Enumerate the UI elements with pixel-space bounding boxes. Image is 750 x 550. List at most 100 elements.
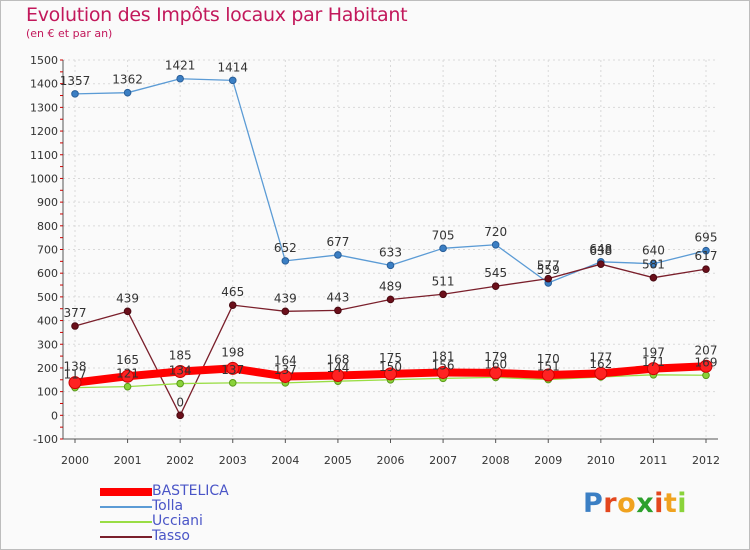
logo-letter: r: [603, 488, 618, 519]
data-point-tolla: [228, 76, 237, 85]
data-point-tasso: [281, 307, 290, 316]
x-tick-label: 2002: [166, 454, 194, 467]
y-tick-label: 700: [37, 244, 58, 257]
legend-label: Ucciani: [152, 513, 203, 529]
x-tick-label: 2006: [377, 454, 405, 467]
data-label-tolla: 1362: [112, 73, 143, 87]
y-tick-label: 0: [51, 409, 58, 422]
x-tick-label: 2005: [324, 454, 352, 467]
legend-swatch: [100, 506, 152, 508]
legend-label: BASTELICA: [152, 483, 229, 499]
x-tick-label: 2001: [114, 454, 142, 467]
data-label-tolla: 648: [589, 242, 612, 256]
y-tick-label: 1100: [30, 149, 58, 162]
data-point-tasso: [176, 411, 184, 420]
data-label-tolla: 1357: [60, 74, 91, 88]
data-point-tasso: [544, 274, 553, 283]
data-point-bastelica: [226, 361, 240, 375]
x-tick-label: 2004: [271, 454, 299, 467]
data-label-bastelica: 168: [326, 353, 349, 367]
data-point-tasso: [228, 301, 237, 309]
data-label-bastelica: 198: [221, 345, 244, 359]
x-tick-label: 2011: [639, 454, 667, 467]
data-point-bastelica: [68, 376, 82, 390]
data-label-tolla: 633: [379, 245, 402, 259]
data-point-tolla: [491, 240, 500, 249]
data-label-ucciani: 134: [169, 364, 192, 378]
data-label-tasso: 638: [589, 244, 612, 258]
data-label-tasso: 0: [176, 395, 184, 409]
y-tick-label: 300: [37, 338, 58, 351]
data-label-tasso: 581: [642, 258, 665, 272]
legend-swatch: [100, 536, 152, 538]
data-label-bastelica: 207: [695, 343, 718, 357]
y-tick-label: 1000: [30, 172, 58, 185]
y-tick-label: 600: [37, 267, 58, 280]
legend-swatch: [100, 521, 152, 523]
data-label-tolla: 705: [432, 228, 455, 242]
y-tick-label: 400: [37, 315, 58, 328]
data-point-ucciani: [123, 382, 132, 391]
data-point-bastelica: [278, 369, 292, 383]
data-point-bastelica: [173, 364, 187, 378]
x-tick-label: 2010: [587, 454, 615, 467]
data-point-tasso: [439, 290, 447, 299]
data-point-tolla: [281, 257, 290, 265]
data-point-tolla: [71, 90, 79, 98]
data-label-tasso: 443: [326, 290, 349, 304]
data-point-tasso: [491, 282, 500, 291]
y-tick-label: 1300: [30, 101, 58, 114]
data-label-ucciani: 169: [695, 355, 718, 369]
data-point-bastelica: [436, 365, 450, 379]
data-point-tolla: [334, 251, 342, 259]
data-point-bastelica: [646, 362, 660, 376]
data-label-bastelica: 138: [64, 360, 87, 374]
data-label-ucciani: 121: [116, 367, 139, 381]
logo-letter: P: [583, 488, 604, 519]
data-label-tolla: 720: [484, 225, 507, 239]
y-tick-label: 900: [37, 196, 58, 209]
data-label-ucciani: 137: [274, 363, 297, 377]
data-label-ucciani: 150: [379, 360, 402, 374]
data-label-ucciani: 151: [537, 360, 560, 374]
x-tick-label: 2003: [219, 454, 247, 467]
data-point-tolla: [123, 88, 132, 97]
logo-letter: x: [636, 488, 655, 519]
y-tick-label: 200: [37, 362, 58, 375]
data-point-bastelica: [331, 369, 345, 383]
data-point-ucciani: [702, 371, 710, 380]
data-label-tolla: 695: [695, 231, 718, 245]
y-tick-label: 800: [37, 220, 58, 233]
data-point-tolla: [439, 244, 447, 253]
legend-label: Tolla: [152, 498, 184, 514]
y-tick-label: 100: [37, 386, 58, 399]
legend-swatch: [100, 488, 152, 496]
logo-letter: t: [663, 488, 678, 519]
data-point-tasso: [597, 260, 605, 268]
data-point-tasso: [334, 306, 342, 315]
x-tick-label: 2009: [534, 454, 562, 467]
y-tick-label: 500: [37, 291, 58, 304]
data-label-ucciani: 137: [221, 363, 244, 377]
x-tick-label: 2008: [482, 454, 510, 467]
data-label-tasso: 489: [379, 279, 402, 293]
data-label-bastelica: 179: [484, 350, 507, 364]
data-label-ucciani: 160: [484, 357, 507, 371]
data-point-bastelica: [384, 367, 397, 381]
data-point-ucciani: [228, 379, 237, 387]
data-label-bastelica: 165: [116, 353, 139, 367]
data-point-ucciani: [176, 379, 184, 388]
data-label-bastelica: 164: [274, 353, 297, 367]
chart-title: Evolution des Impôts locaux par Habitant: [26, 4, 408, 26]
data-point-tolla: [702, 246, 710, 255]
data-point-bastelica: [699, 359, 713, 373]
data-label-tolla: 1414: [217, 60, 248, 74]
y-tick-label: -100: [33, 433, 58, 446]
data-label-tolla: 1421: [165, 59, 196, 73]
data-label-tasso: 439: [274, 291, 297, 305]
x-tick-label: 2000: [61, 454, 89, 467]
data-label-tasso: 377: [64, 306, 87, 320]
x-tick-label: 2007: [429, 454, 457, 467]
chart-subtitle: (en € et par an): [26, 27, 113, 40]
